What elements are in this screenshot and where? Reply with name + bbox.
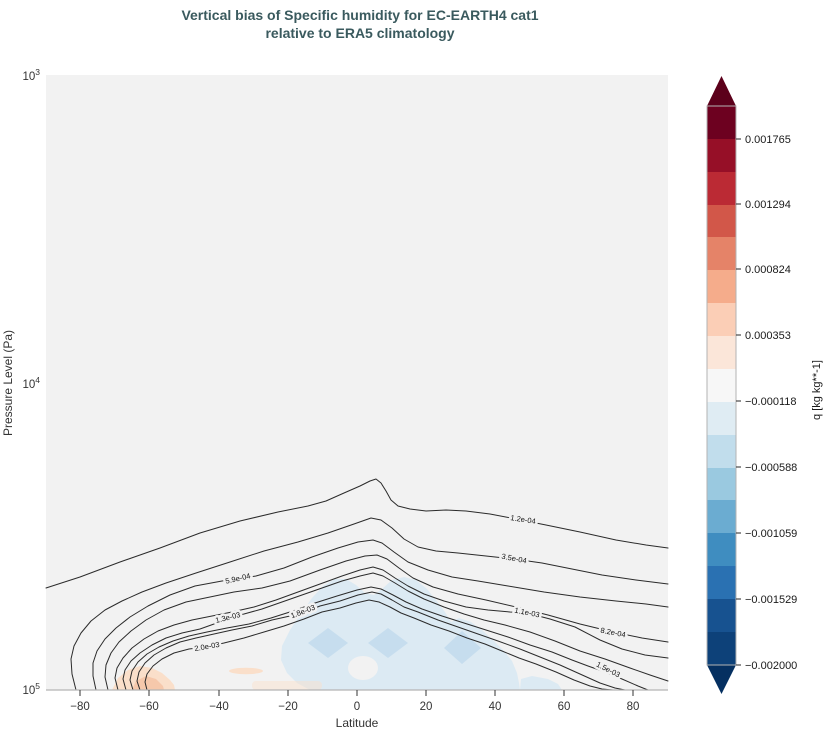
- contour-lines: [45, 478, 669, 691]
- colorbar-segment: [707, 205, 736, 237]
- blue-blob-3: [444, 631, 481, 664]
- blue-region-notch: [348, 656, 378, 680]
- colorbar-segment: [707, 106, 736, 139]
- y-tick-base: 10: [22, 379, 35, 391]
- y-tick-exp: 5: [35, 681, 40, 691]
- negative-bias-fill-blobs: [308, 628, 481, 664]
- colorbar-segment: [707, 435, 736, 468]
- orange-sliver: [229, 667, 263, 675]
- y-tick-label: 103: [22, 67, 40, 83]
- colorbar-arrow-top: [707, 76, 736, 106]
- y-tick-label: 105: [22, 681, 40, 697]
- colorbar: 0.001765 0.001294 0.000824 0.000353 −0.0…: [706, 76, 823, 694]
- x-tick-label: −20: [278, 701, 298, 713]
- orange-wedge-core: [132, 676, 164, 690]
- x-tick-label: −80: [70, 701, 90, 713]
- colorbar-segments: [707, 106, 736, 665]
- contour-line-5-9e-04: [92, 539, 669, 691]
- colorbar-segment: [707, 139, 736, 172]
- x-tick-label: 80: [627, 701, 640, 713]
- contour-line-1-3e-03: [122, 572, 669, 691]
- colorbar-segment: [707, 533, 736, 566]
- colorbar-segment: [707, 237, 736, 270]
- x-tick-label: 20: [420, 701, 433, 713]
- y-tick-exp: 4: [35, 375, 40, 385]
- colorbar-tick-label: 0.001765: [745, 134, 791, 146]
- colorbar-tick-label: −0.000588: [745, 462, 797, 474]
- x-axis-ticks: [79, 690, 634, 696]
- x-axis-tick-labels: −80 −60 −40 −20 0 20 40 60 80: [70, 701, 639, 713]
- colorbar-segment: [707, 336, 736, 369]
- orange-faint-strip: [252, 681, 322, 690]
- blue-region-strip: [520, 676, 562, 690]
- x-tick-label: −60: [139, 701, 159, 713]
- chart-title: Vertical bias of Specific humidity for E…: [30, 6, 690, 42]
- colorbar-segment: [707, 599, 736, 632]
- y-tick-base: 10: [22, 71, 35, 83]
- colorbar-segment: [707, 566, 736, 599]
- blue-blob-1: [308, 628, 348, 658]
- y-tick-label: 104: [22, 375, 40, 391]
- contour-line-3-5e-04: [70, 517, 669, 691]
- colorbar-ticks: [736, 138, 741, 666]
- colorbar-axis-label: q [kg kg**-1]: [811, 360, 823, 420]
- y-tick-exp: 3: [35, 67, 40, 77]
- colorbar-segment: [707, 468, 736, 500]
- colorbar-segment: [707, 270, 736, 303]
- colorbar-tick-label: −0.000118: [745, 396, 797, 408]
- x-tick-label: 60: [558, 701, 571, 713]
- blue-blob-2: [368, 628, 408, 658]
- chart-title-line2: relative to ERA5 climatology: [265, 25, 455, 41]
- colorbar-arrow-bottom: [707, 665, 736, 694]
- contour-line-8-2e-04: [104, 554, 669, 691]
- y-axis-tick-labels: 103 104 105: [22, 67, 40, 697]
- x-tick-label: 0: [354, 701, 360, 713]
- colorbar-tick-label: 0.001294: [745, 199, 791, 211]
- colorbar-tick-label: 0.000824: [745, 264, 791, 276]
- contour-line-1-2e-04: [45, 478, 669, 589]
- colorbar-segment: [707, 632, 736, 665]
- colorbar-segment: [707, 369, 736, 402]
- chart-title-line1: Vertical bias of Specific humidity for E…: [181, 7, 539, 23]
- contour-line-1-1e-03: [114, 566, 669, 691]
- y-axis-label: Pressure Level (Pa): [1, 330, 15, 436]
- x-axis-label: Latitude: [336, 716, 379, 730]
- x-tick-label: −40: [209, 701, 229, 713]
- colorbar-tick-label: −0.001059: [745, 528, 797, 540]
- colorbar-tick-label: 0.000353: [745, 330, 791, 342]
- colorbar-segment: [707, 500, 736, 533]
- contour-line-1-5e-03: [129, 586, 649, 691]
- y-tick-base: 10: [22, 685, 35, 697]
- colorbar-segment: [707, 402, 736, 435]
- colorbar-tick-label: −0.001529: [745, 594, 797, 606]
- colorbar-tick-label: −0.002000: [745, 660, 797, 672]
- contour-line-2-0e-03: [144, 599, 614, 691]
- colorbar-segment: [707, 172, 736, 205]
- colorbar-segment: [707, 303, 736, 336]
- x-tick-label: 40: [489, 701, 502, 713]
- colorbar-tick-labels: 0.001765 0.001294 0.000824 0.000353 −0.0…: [745, 134, 797, 672]
- contour-line-1-8e-03: [136, 591, 626, 691]
- colorbar-frame: [706, 105, 737, 666]
